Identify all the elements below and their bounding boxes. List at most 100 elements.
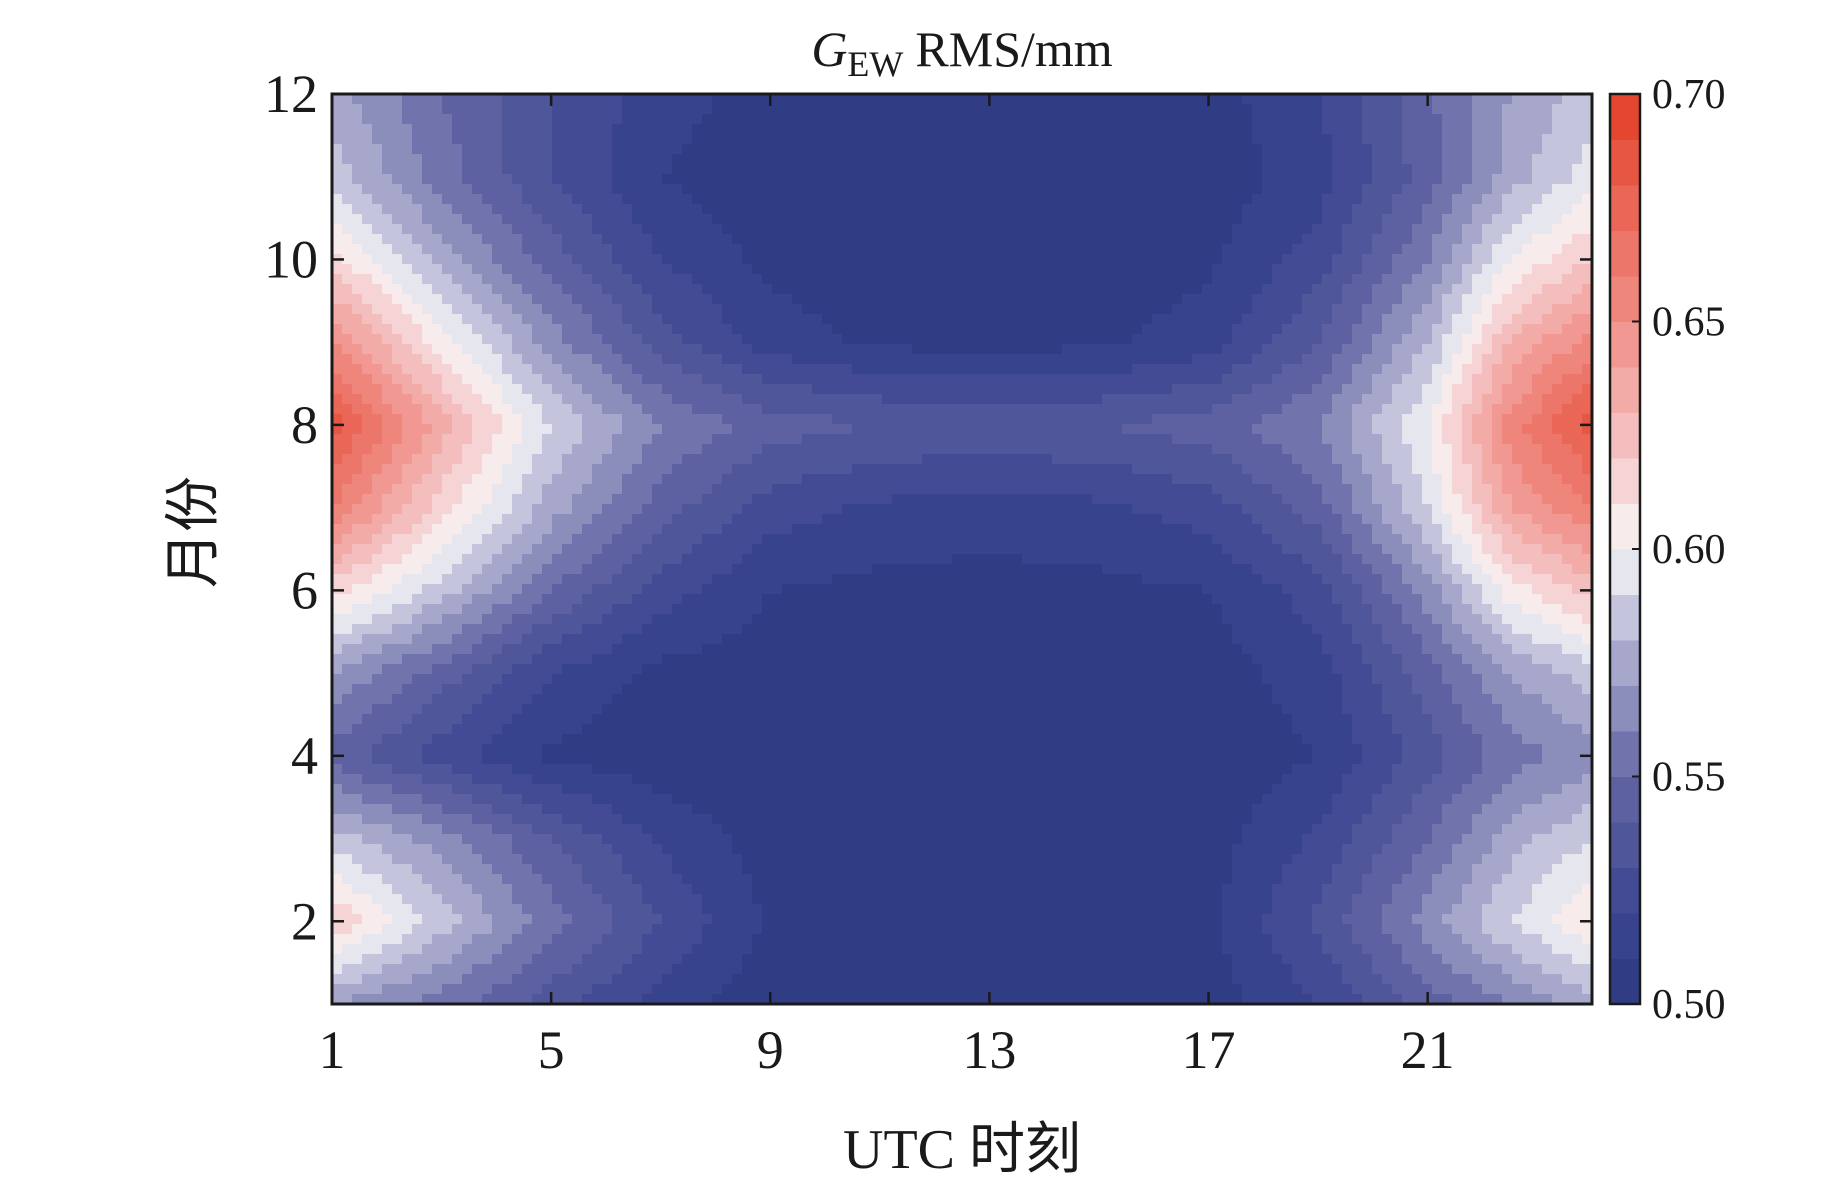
- heatmap-cell: [1022, 354, 1033, 365]
- heatmap-cell: [442, 444, 453, 455]
- heatmap-cell: [1362, 404, 1373, 415]
- heatmap-cell: [1202, 204, 1213, 215]
- heatmap-cell: [1002, 314, 1013, 325]
- heatmap-cell: [1512, 184, 1523, 195]
- heatmap-cell: [712, 234, 723, 245]
- heatmap-cell: [1312, 194, 1323, 205]
- heatmap-cell: [702, 484, 713, 495]
- heatmap-cell: [862, 304, 873, 315]
- heatmap-cell: [452, 404, 463, 415]
- heatmap-cell: [622, 484, 633, 495]
- heatmap-cell: [1242, 354, 1253, 365]
- heatmap-cell: [1522, 204, 1533, 215]
- heatmap-cell: [892, 414, 903, 425]
- heatmap-cell: [802, 234, 813, 245]
- heatmap-cell: [672, 364, 683, 375]
- heatmap-cell: [1492, 244, 1503, 255]
- heatmap-cell: [732, 484, 743, 495]
- heatmap-cell: [1372, 204, 1383, 215]
- heatmap-cell: [952, 134, 963, 145]
- heatmap-cell: [1232, 464, 1243, 475]
- heatmap-cell: [352, 324, 363, 335]
- heatmap-cell: [462, 304, 473, 315]
- heatmap-cell: [672, 404, 683, 415]
- heatmap-cell: [642, 314, 653, 325]
- heatmap-cell: [472, 344, 483, 355]
- heatmap-cell: [982, 234, 993, 245]
- heatmap-cell: [742, 294, 753, 305]
- heatmap-cell: [762, 334, 773, 345]
- heatmap-cell: [1102, 434, 1113, 445]
- heatmap-cell: [922, 254, 933, 265]
- heatmap-cell: [932, 124, 943, 135]
- heatmap-cell: [872, 114, 883, 125]
- heatmap-cell: [1552, 414, 1563, 425]
- heatmap-cell: [962, 264, 973, 275]
- heatmap-cell: [1472, 134, 1483, 145]
- heatmap-cell: [642, 424, 653, 435]
- heatmap-cell: [372, 344, 383, 355]
- heatmap-cell: [612, 454, 623, 465]
- heatmap-cell: [932, 274, 943, 285]
- heatmap-cell: [1552, 114, 1563, 125]
- heatmap-cell: [352, 354, 363, 365]
- heatmap-cell: [1162, 424, 1173, 435]
- heatmap-cell: [902, 444, 913, 455]
- heatmap-cell: [612, 474, 623, 485]
- heatmap-cell: [692, 444, 703, 455]
- heatmap-cell: [392, 204, 403, 215]
- heatmap-cell: [602, 434, 613, 445]
- heatmap-cell: [692, 104, 703, 115]
- heatmap-cell: [1112, 424, 1123, 435]
- heatmap-cell: [1132, 94, 1143, 105]
- heatmap-cell: [442, 94, 453, 105]
- heatmap-cell: [542, 154, 553, 165]
- heatmap-cell: [882, 384, 893, 395]
- heatmap-cell: [652, 224, 663, 235]
- heatmap-cell: [402, 144, 413, 155]
- heatmap-cell: [1562, 354, 1573, 365]
- heatmap-cell: [1302, 214, 1313, 225]
- heatmap-cell: [1212, 354, 1223, 365]
- heatmap-cell: [1492, 434, 1503, 445]
- heatmap-cell: [1572, 254, 1583, 265]
- heatmap-cell: [1442, 454, 1453, 465]
- heatmap-cell: [1232, 244, 1243, 255]
- heatmap-cell: [902, 374, 913, 385]
- heatmap-cell: [772, 384, 783, 395]
- heatmap-cell: [1012, 264, 1023, 275]
- heatmap-cell: [702, 164, 713, 175]
- heatmap-cell: [1092, 324, 1103, 335]
- heatmap-cell: [932, 114, 943, 125]
- heatmap-cell: [662, 254, 673, 265]
- heatmap-cell: [722, 384, 733, 395]
- heatmap-cell: [372, 324, 383, 335]
- heatmap-cell: [692, 394, 703, 405]
- heatmap-cell: [532, 304, 543, 315]
- heatmap-cell: [792, 244, 803, 255]
- heatmap-cell: [1192, 204, 1203, 215]
- heatmap-cell: [1292, 234, 1303, 245]
- heatmap-cell: [1102, 254, 1113, 265]
- heatmap-cell: [732, 294, 743, 305]
- heatmap-cell: [612, 174, 623, 185]
- heatmap-cell: [1092, 274, 1103, 285]
- heatmap-cell: [1152, 424, 1163, 435]
- heatmap-cell: [602, 114, 613, 125]
- heatmap-cell: [782, 374, 793, 385]
- heatmap-cell: [1132, 374, 1143, 385]
- heatmap-cell: [442, 254, 453, 265]
- heatmap-cell: [572, 124, 583, 135]
- heatmap-cell: [1252, 114, 1263, 125]
- heatmap-cell: [1322, 254, 1333, 265]
- heatmap-cell: [1402, 264, 1413, 275]
- heatmap-cell: [532, 164, 543, 175]
- heatmap-cell: [422, 284, 433, 295]
- heatmap-cell: [1042, 444, 1053, 455]
- heatmap-cell: [1192, 304, 1203, 315]
- heatmap-cell: [502, 354, 513, 365]
- heatmap-cell: [1552, 214, 1563, 225]
- heatmap-cell: [1082, 124, 1093, 135]
- heatmap-cell: [1502, 324, 1513, 335]
- heatmap-cell: [1172, 444, 1183, 455]
